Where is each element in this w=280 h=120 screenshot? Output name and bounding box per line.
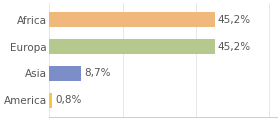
Bar: [49, 39, 215, 54]
Text: 45,2%: 45,2%: [218, 15, 251, 25]
Text: 0,8%: 0,8%: [55, 95, 81, 105]
Bar: [49, 12, 215, 27]
Text: 8,7%: 8,7%: [84, 68, 111, 78]
Text: 45,2%: 45,2%: [218, 42, 251, 52]
Bar: [49, 66, 81, 81]
Bar: [49, 93, 52, 108]
